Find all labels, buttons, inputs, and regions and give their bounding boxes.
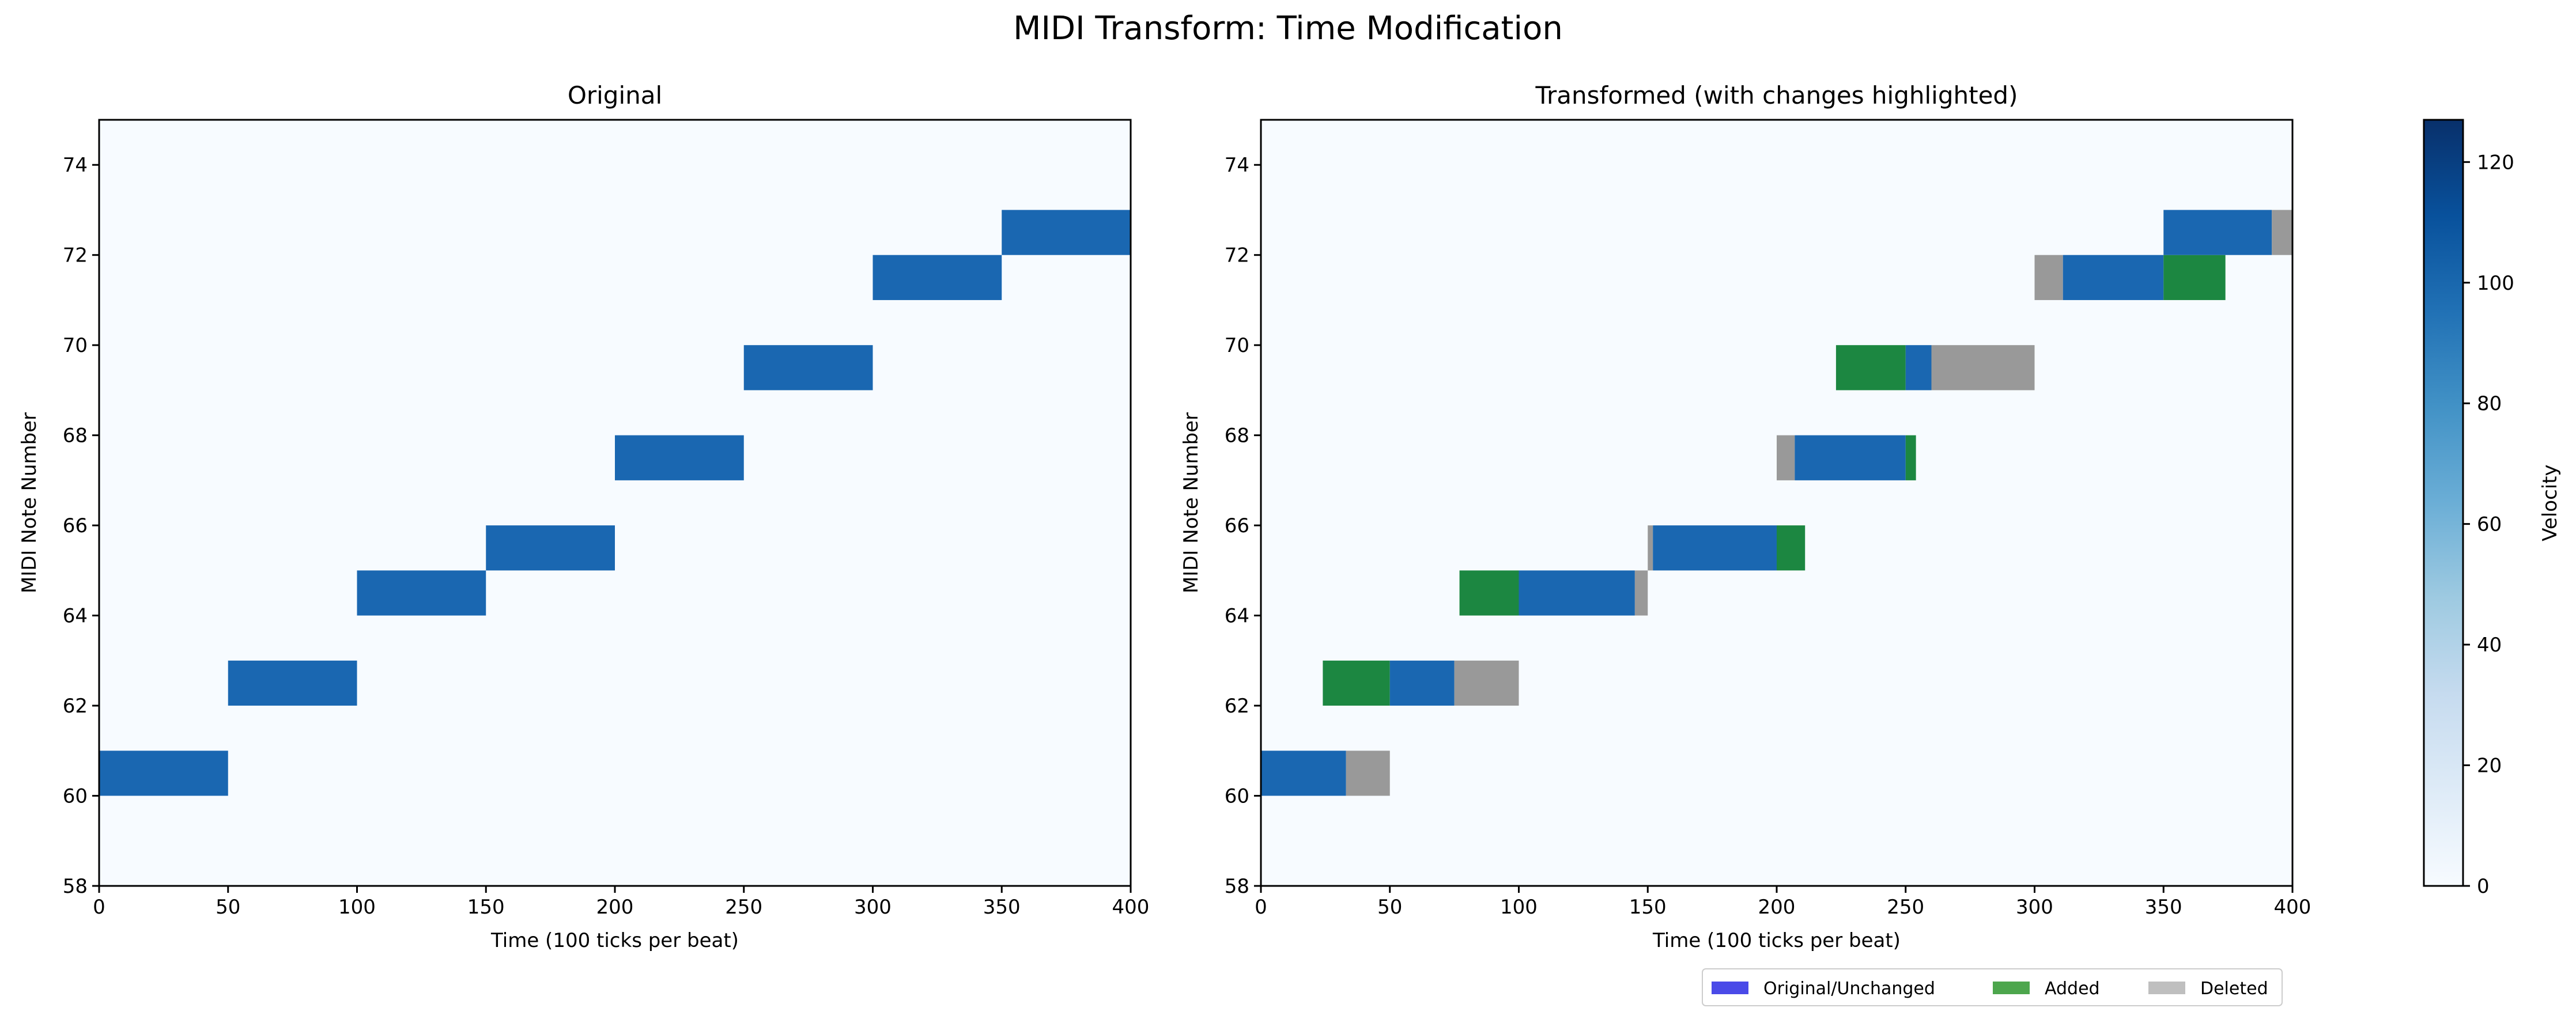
transformed-ytick-label-70: 70 <box>1225 334 1249 357</box>
transformed-ytick-label-74: 74 <box>1225 154 1249 177</box>
transformed-xtick-label-200: 200 <box>1758 896 1796 919</box>
original-note-6 <box>872 255 1002 300</box>
legend: Original/Unchanged Added Deleted <box>1702 968 2283 1006</box>
legend-label-original: Original/Unchanged <box>1763 979 1935 999</box>
transformed-segment-deleted-16 <box>1931 345 2035 391</box>
transformed-segment-added-2 <box>1323 660 1390 706</box>
original-ytick-label-74: 74 <box>63 154 88 177</box>
transformed-ytick-label-66: 66 <box>1225 514 1249 537</box>
transformed-xtick-label-300: 300 <box>2016 896 2053 919</box>
legend-box <box>1702 968 2283 1006</box>
transformed-xtick-label-250: 250 <box>1887 896 1924 919</box>
original-xtick-label-50: 50 <box>216 896 240 919</box>
original-panel: 0 50 100 150 200 250 300 350 400 58 60 62 64 66 68 70 72… <box>18 81 1149 952</box>
original-ytick-label-66: 66 <box>63 514 88 537</box>
transformed-ytick-label-62: 62 <box>1225 695 1249 718</box>
original-ytick-label-58: 58 <box>63 875 88 898</box>
transformed-segment-deleted-1 <box>1346 751 1390 796</box>
original-note-5 <box>743 345 873 391</box>
transformed-segment-unchanged-9 <box>1653 525 1777 571</box>
transformed-xtick-label-400: 400 <box>2274 896 2311 919</box>
original-ytick-label-62: 62 <box>63 695 88 718</box>
transformed-segment-unchanged-20 <box>2163 210 2272 255</box>
legend-swatch-original <box>1712 982 1748 994</box>
original-note-1 <box>228 660 357 706</box>
transformed-xtick-label-0: 0 <box>1255 896 1267 919</box>
original-ytick-label-64: 64 <box>63 605 88 628</box>
transformed-ytick-label-64: 64 <box>1225 605 1249 628</box>
original-note-3 <box>486 525 615 571</box>
original-xtick-label-250: 250 <box>725 896 762 919</box>
original-xtick-label-200: 200 <box>596 896 634 919</box>
original-ytick-label-70: 70 <box>63 334 88 357</box>
transformed-segment-added-14 <box>1835 345 1906 391</box>
transformed-segment-added-13 <box>1905 435 1916 480</box>
transformed-segment-unchanged-6 <box>1519 570 1635 616</box>
legend-swatch-deleted <box>2148 982 2185 994</box>
colorbar-tick-label-60: 60 <box>2477 513 2502 536</box>
original-xtick-label-400: 400 <box>1112 896 1150 919</box>
transformed-segment-deleted-8 <box>1648 525 1653 571</box>
transformed-segment-added-5 <box>1459 570 1519 616</box>
transformed-panel: 0 50 100 150 200 250 300 350 400 58 60 62 64 66 68 70 72… <box>1180 81 2311 952</box>
colorbar-tick-label-0: 0 <box>2477 875 2490 898</box>
transformed-xlabel: Time (100 ticks per beat) <box>1652 929 1901 952</box>
transformed-ytick-label-72: 72 <box>1225 244 1249 267</box>
transformed-segment-added-10 <box>1777 525 1806 571</box>
original-xtick-label-300: 300 <box>854 896 892 919</box>
original-note-2 <box>357 570 486 616</box>
transformed-segment-unchanged-3 <box>1389 660 1455 706</box>
legend-swatch-added <box>1993 982 2030 994</box>
legend-label-added: Added <box>2045 979 2100 999</box>
transformed-xtick-label-150: 150 <box>1629 896 1667 919</box>
transformed-plot-background <box>1261 120 2292 886</box>
original-xtick-label-350: 350 <box>983 896 1021 919</box>
velocity-colorbar: 0 20 40 60 80 100 120 Velocity <box>2423 119 2562 898</box>
original-xtick-label-150: 150 <box>467 896 505 919</box>
transformed-segment-deleted-11 <box>1777 435 1795 480</box>
legend-label-deleted: Deleted <box>2200 979 2268 999</box>
colorbar-tick-label-100: 100 <box>2477 272 2514 295</box>
original-ylabel: MIDI Note Number <box>18 412 41 593</box>
original-xlabel: Time (100 ticks per beat) <box>490 929 739 952</box>
transformed-segment-deleted-17 <box>2034 255 2063 300</box>
transformed-xtick-label-350: 350 <box>2145 896 2182 919</box>
transformed-ytick-label-60: 60 <box>1225 785 1249 808</box>
transformed-ylabel: MIDI Note Number <box>1180 412 1203 593</box>
original-title: Original <box>568 81 662 109</box>
colorbar-bar <box>2423 119 2464 887</box>
transformed-segment-unchanged-12 <box>1795 435 1906 480</box>
colorbar-tick-label-80: 80 <box>2477 392 2502 415</box>
transformed-segment-deleted-21 <box>2272 210 2292 255</box>
figure-title: MIDI Transform: Time Modification <box>1013 10 1563 47</box>
original-ytick-label-60: 60 <box>63 785 88 808</box>
transformed-segment-unchanged-0 <box>1261 751 1346 796</box>
transformed-title: Transformed (with changes highlighted) <box>1535 81 2018 109</box>
transformed-segment-added-19 <box>2163 255 2226 300</box>
original-note-4 <box>615 435 744 480</box>
transformed-segment-unchanged-15 <box>1905 345 1932 391</box>
original-ytick-label-68: 68 <box>63 425 88 448</box>
transformed-segment-deleted-7 <box>1634 570 1648 616</box>
original-xtick-label-0: 0 <box>93 896 105 919</box>
transformed-segment-unchanged-18 <box>2063 255 2164 300</box>
transformed-xtick-label-50: 50 <box>1377 896 1402 919</box>
colorbar-tick-label-40: 40 <box>2477 634 2502 657</box>
transformed-segment-deleted-4 <box>1454 660 1519 706</box>
transformed-ytick-label-68: 68 <box>1225 425 1249 448</box>
colorbar-label: Velocity <box>2539 464 2562 541</box>
original-ytick-label-72: 72 <box>63 244 88 267</box>
colorbar-tick-label-120: 120 <box>2477 151 2514 174</box>
transformed-xtick-label-100: 100 <box>1500 896 1538 919</box>
original-xtick-label-100: 100 <box>338 896 376 919</box>
original-note-7 <box>1002 210 1131 255</box>
colorbar-tick-label-20: 20 <box>2477 755 2502 778</box>
original-plot-background <box>99 120 1131 886</box>
transformed-ytick-label-58: 58 <box>1225 875 1249 898</box>
original-note-0 <box>99 751 228 796</box>
